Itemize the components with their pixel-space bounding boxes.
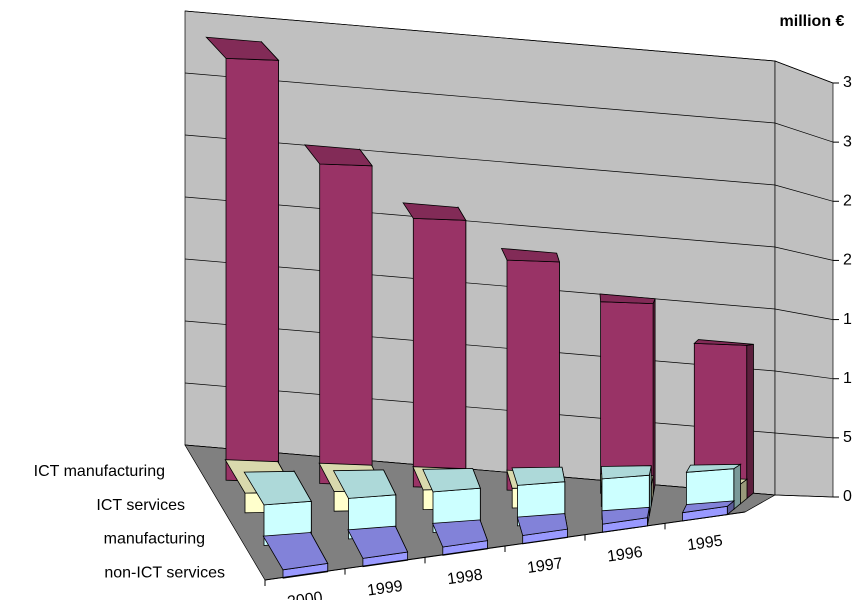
bar-top (693, 339, 754, 346)
y-tick-label: 0 (843, 488, 852, 505)
bar (516, 513, 568, 545)
y-tick-label: 5 (843, 429, 852, 446)
bar-top (681, 500, 736, 514)
series-label: manufacturing (104, 531, 205, 548)
bar (205, 36, 280, 483)
bar-top (601, 506, 650, 525)
x-tick-label: 1997 (526, 555, 564, 577)
bar-top (347, 525, 409, 559)
bar (599, 293, 656, 496)
bar-top (205, 36, 280, 61)
bar-top (516, 513, 568, 536)
y-tick-label: 30 (843, 133, 852, 150)
x-tick-label: 1995 (686, 532, 724, 554)
y-tick-label: 20 (843, 252, 852, 269)
x-axis (264, 511, 746, 581)
bar (432, 519, 489, 556)
grid-line (184, 382, 834, 439)
y-tick-label: 10 (843, 370, 852, 387)
x-tick-label: 1996 (606, 544, 644, 566)
y-tick-label: 15 (843, 311, 852, 328)
bar (347, 525, 409, 568)
bar-top (600, 465, 652, 480)
grid-line (184, 10, 834, 84)
bar-front (319, 163, 373, 486)
grid-line (184, 258, 834, 320)
bar-front (225, 57, 279, 483)
bar-top (402, 202, 467, 221)
bar (303, 144, 373, 486)
grid-line (184, 72, 834, 143)
grid-line (184, 196, 834, 261)
x-tick-label: 1999 (366, 578, 404, 600)
series-label: ICT services (96, 497, 185, 514)
x-tick-label: 2000 (286, 589, 324, 600)
side-wall (774, 60, 834, 498)
bar-top (685, 463, 742, 473)
x-tick-label: 1998 (446, 566, 484, 588)
bar-front (412, 217, 467, 490)
bar-top (303, 144, 373, 167)
bar-top (332, 469, 397, 499)
grid-line (184, 444, 834, 498)
bar (693, 339, 754, 500)
bar (262, 530, 329, 579)
bar-top (422, 468, 481, 493)
bar-top (243, 470, 312, 506)
series-label: non-ICT services (104, 564, 225, 581)
bar-side (733, 463, 741, 511)
bar-top (262, 532, 329, 571)
y-tick-label: 25 (843, 193, 852, 210)
bar-top (599, 293, 656, 305)
bar-top (432, 519, 489, 548)
bar (243, 469, 312, 546)
bar-top (500, 247, 560, 263)
bar-top (511, 466, 566, 486)
bar (681, 500, 736, 522)
y-tick-label: 35 (843, 74, 852, 91)
y-axis-label: million € (780, 13, 845, 30)
bar-side (746, 343, 754, 500)
bar (402, 202, 467, 490)
grid-line (184, 320, 834, 380)
bar (500, 247, 560, 493)
grid-line (184, 134, 834, 202)
bar-front (506, 259, 560, 493)
bar (332, 469, 397, 540)
series-label: ICT manufacturing (34, 463, 165, 480)
